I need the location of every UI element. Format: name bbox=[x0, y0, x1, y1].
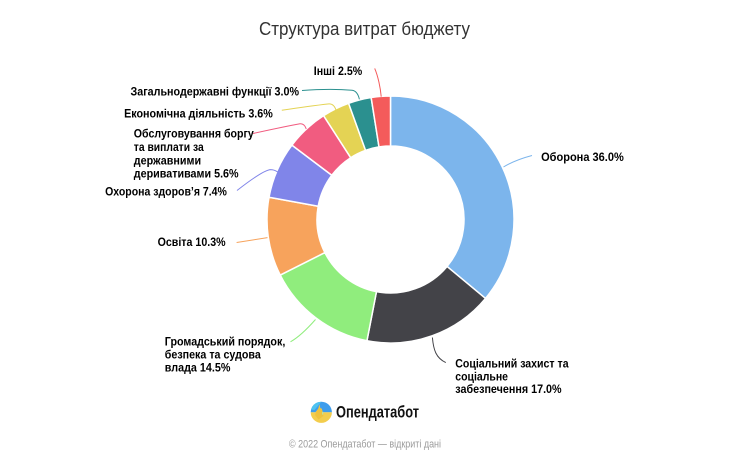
svg-text:влада 14.5%: влада 14.5% bbox=[165, 362, 231, 374]
svg-text:деривативами 5.6%: деривативами 5.6% bbox=[134, 169, 239, 181]
svg-text:соціальне: соціальне bbox=[455, 371, 508, 383]
svg-text:Громадський порядок,: Громадський порядок, bbox=[165, 337, 285, 349]
svg-text:Освіта 10.3%: Освіта 10.3% bbox=[158, 237, 226, 249]
svg-text:державними: державними bbox=[134, 155, 201, 167]
svg-text:та виплати за: та виплати за bbox=[134, 142, 204, 154]
svg-text:Економічна діяльність 3.6%: Економічна діяльність 3.6% bbox=[124, 108, 273, 120]
svg-text:Охорона здоров’я 7.4%: Охорона здоров’я 7.4% bbox=[105, 187, 227, 199]
svg-text:Інші 2.5%: Інші 2.5% bbox=[314, 66, 362, 78]
svg-text:Структура витрат бюджету: Структура витрат бюджету bbox=[259, 19, 470, 39]
svg-text:Оборона 36.0%: Оборона 36.0% bbox=[541, 152, 624, 164]
svg-text:Обслуговування боргу: Обслуговування боргу bbox=[134, 129, 255, 141]
svg-text:забезпечення 17.0%: забезпечення 17.0% bbox=[455, 384, 561, 396]
svg-text:безпека та судова: безпека та судова bbox=[165, 349, 262, 361]
svg-text:Опендатабот: Опендатабот bbox=[336, 403, 419, 422]
svg-text:© 2022 Опендатабот — відкриті: © 2022 Опендатабот — відкриті дані bbox=[289, 438, 441, 450]
svg-text:Загальнодержавні функції 3.0%: Загальнодержавні функції 3.0% bbox=[131, 86, 300, 98]
svg-text:Соціальний захист та: Соціальний захист та bbox=[455, 358, 569, 370]
